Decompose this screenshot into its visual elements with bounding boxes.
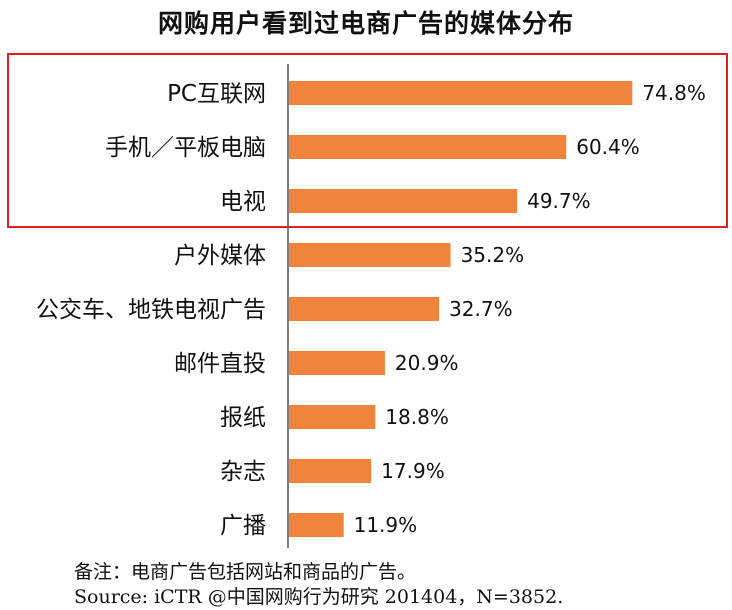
footnote-source: Source: iCTR @中国网购行为研究 201404，N=3852. [74, 586, 564, 608]
value-label: 49.7% [527, 189, 591, 213]
value-label: 74.8% [642, 81, 706, 105]
value-label: 35.2% [461, 243, 525, 267]
category-label: 户外媒体 [174, 243, 266, 269]
category-label: 公交车、地铁电视广告 [36, 297, 266, 323]
bar [289, 351, 385, 375]
category-label: 电视 [220, 189, 266, 215]
value-label: 18.8% [385, 405, 449, 429]
bar-chart: PC互联网 74.8% 手机／平板电脑 60.4% 电视 49.7% 户外媒体 35.2% 公交… [7, 53, 728, 548]
value-label: 17.9% [381, 459, 445, 483]
value-label: 60.4% [576, 135, 640, 159]
bar [289, 459, 372, 483]
category-label: 报纸 [220, 405, 266, 431]
bar [289, 243, 451, 267]
category-label: PC互联网 [167, 81, 266, 107]
bar [289, 513, 344, 537]
chart-title: 网购用户看到过电商广告的媒体分布 [157, 9, 574, 38]
footnote-remark: 备注：电商广告包括网站和商品的广告。 [74, 561, 417, 583]
bar [289, 189, 518, 213]
category-label: 广播 [220, 513, 266, 539]
bar [289, 135, 567, 159]
highlight-box [7, 53, 728, 228]
category-label: 手机／平板电脑 [105, 135, 266, 161]
bar [289, 81, 633, 105]
value-label: 11.9% [354, 513, 418, 537]
category-label: 杂志 [220, 459, 266, 485]
value-label: 20.9% [395, 351, 459, 375]
bar [289, 405, 376, 429]
value-label: 32.7% [449, 297, 513, 321]
bar [289, 297, 440, 321]
category-label: 邮件直投 [174, 351, 266, 377]
